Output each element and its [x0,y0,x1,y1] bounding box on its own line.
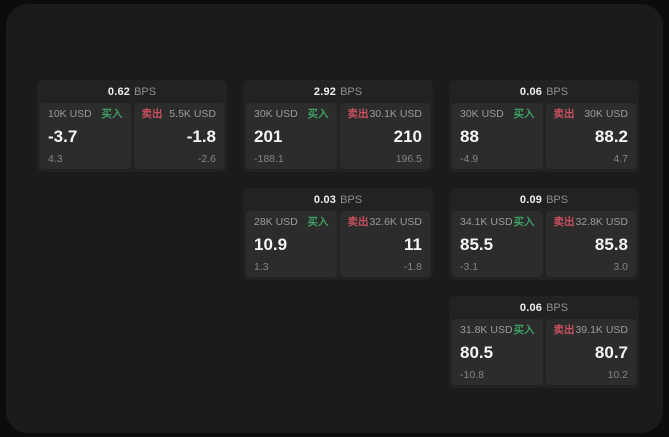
quote-card: 0.06 BPS 30K USD 买入 88 -4.9 卖出 30K USD [449,80,639,172]
buy-delta: 4.3 [48,152,63,165]
spread-value: 0.06 [519,85,543,98]
sell-delta: 4.7 [613,152,628,165]
sell-pane[interactable]: 卖出 5.5K USD -1.8 -2.6 [133,103,224,169]
sell-pane[interactable]: 卖出 30.1K USD 210 196.5 [339,103,430,169]
buy-label: 买入 [307,108,329,120]
buy-pane[interactable]: 31.8K USD 买入 80.5 -10.8 [452,319,543,385]
sell-amount: 32.6K USD [369,216,422,228]
quote-card: 0.62 BPS 10K USD 买入 -3.7 4.3 卖出 5.5K USD [37,80,227,172]
spread-header: 0.62 BPS [40,80,224,103]
buy-pane[interactable]: 10K USD 买入 -3.7 4.3 [40,103,131,169]
buy-delta: -3.1 [460,260,479,273]
spread-value: 0.03 [313,193,337,206]
sell-pane[interactable]: 卖出 30K USD 88.2 4.7 [545,103,636,169]
main-panel: 0.62 BPS 10K USD 买入 -3.7 4.3 卖出 5.5K USD [6,4,663,433]
spread-value: 2.92 [313,85,337,98]
spread-header: 0.06 BPS [452,80,636,103]
sell-label: 卖出 [553,216,575,228]
spread-unit: BPS [546,193,569,206]
buy-amount: 28K USD [254,216,298,228]
buy-amount: 34.1K USD [460,216,513,228]
sell-amount: 30K USD [584,108,628,120]
sell-delta: 3.0 [613,260,628,273]
sell-price: -1.8 [186,127,216,146]
quote-card: 0.03 BPS 28K USD 买入 10.9 1.3 卖出 32.6K US… [243,188,433,280]
buy-pane[interactable]: 30K USD 买入 88 -4.9 [452,103,543,169]
spread-value: 0.62 [107,85,131,98]
spread-unit: BPS [340,85,363,98]
buy-price: 88 [460,127,479,146]
sell-delta: 196.5 [395,152,422,165]
spread-value: 0.06 [519,301,543,314]
buy-price: 10.9 [254,235,288,254]
buy-price: 80.5 [460,343,494,362]
quote-card: 0.06 BPS 31.8K USD 买入 80.5 -10.8 卖出 39.1… [449,296,639,388]
quote-card: 0.09 BPS 34.1K USD 买入 85.5 -3.1 卖出 32.8K… [449,188,639,280]
spread-unit: BPS [134,85,157,98]
buy-amount: 30K USD [460,108,504,120]
buy-amount: 30K USD [254,108,298,120]
spread-header: 0.06 BPS [452,296,636,319]
sell-pane[interactable]: 卖出 32.8K USD 85.8 3.0 [545,211,636,277]
spread-unit: BPS [340,193,363,206]
buy-label: 买入 [101,108,123,120]
sell-label: 卖出 [347,108,369,120]
sell-price: 85.8 [594,235,628,254]
sell-price: 11 [404,235,422,254]
buy-amount: 31.8K USD [460,324,513,336]
quote-card: 2.92 BPS 30K USD 买入 201 -188.1 卖出 30.1K … [243,80,433,172]
sell-label: 卖出 [347,216,369,228]
sell-amount: 32.8K USD [575,216,628,228]
buy-delta: -4.9 [460,152,479,165]
sell-price: 210 [393,127,422,146]
sell-amount: 5.5K USD [169,108,216,120]
sell-price: 80.7 [594,343,628,362]
sell-delta: -1.8 [403,260,422,273]
buy-amount: 10K USD [48,108,92,120]
sell-amount: 30.1K USD [369,108,422,120]
buy-label: 买入 [513,108,535,120]
sell-price: 88.2 [594,127,628,146]
spread-header: 2.92 BPS [246,80,430,103]
spread-header: 0.03 BPS [246,188,430,211]
sell-delta: 10.2 [607,368,628,381]
sell-label: 卖出 [553,108,575,120]
buy-delta: -188.1 [254,152,284,165]
buy-label: 买入 [513,324,535,336]
sell-delta: -2.6 [197,152,216,165]
sell-label: 卖出 [141,108,163,120]
buy-delta: 1.3 [254,260,269,273]
sell-amount: 39.1K USD [575,324,628,336]
buy-label: 买入 [513,216,535,228]
spread-header: 0.09 BPS [452,188,636,211]
buy-price: 201 [254,127,283,146]
buy-pane[interactable]: 34.1K USD 买入 85.5 -3.1 [452,211,543,277]
sell-label: 卖出 [553,324,575,336]
buy-price: 85.5 [460,235,494,254]
sell-pane[interactable]: 卖出 39.1K USD 80.7 10.2 [545,319,636,385]
buy-label: 买入 [307,216,329,228]
sell-pane[interactable]: 卖出 32.6K USD 11 -1.8 [339,211,430,277]
buy-delta: -10.8 [460,368,484,381]
buy-price: -3.7 [48,127,78,146]
spread-unit: BPS [546,301,569,314]
buy-pane[interactable]: 28K USD 买入 10.9 1.3 [246,211,337,277]
spread-unit: BPS [546,85,569,98]
buy-pane[interactable]: 30K USD 买入 201 -188.1 [246,103,337,169]
spread-value: 0.09 [519,193,543,206]
